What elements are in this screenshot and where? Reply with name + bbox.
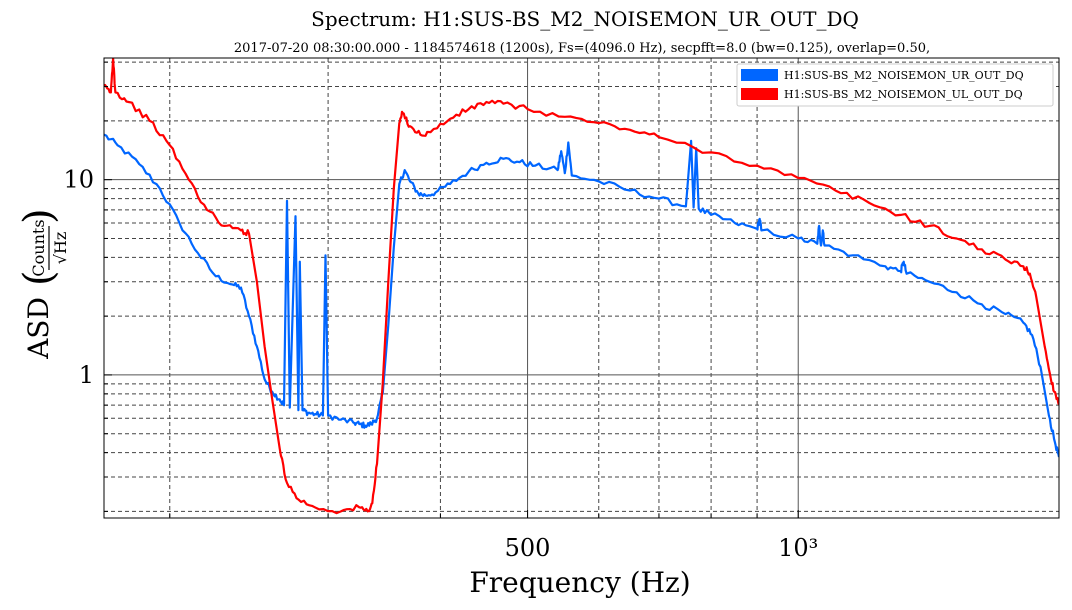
x-tick-label-1: 10³: [778, 534, 818, 562]
y-axis-label-denominator: √Hz: [51, 232, 70, 265]
legend-swatch-ul: [741, 88, 778, 100]
axis-tick-labels: 500 10³ 1 10: [63, 166, 818, 562]
axis-ticks: [104, 61, 799, 518]
legend-label-ul: H1:SUS-BS_M2_NOISEMON_UL_OUT_DQ: [784, 88, 1023, 101]
plot-background: [104, 58, 1059, 518]
legend-swatch-ur: [741, 69, 778, 81]
legend: H1:SUS-BS_M2_NOISEMON_UR_OUT_DQ H1:SUS-B…: [736, 63, 1054, 107]
series-line-1: [104, 58, 1059, 515]
y-tick-label-1: 10: [63, 166, 94, 194]
y-axis-right-paren: ): [16, 208, 62, 224]
legend-box: [736, 63, 1054, 107]
y-axis-label: ASD ( Counts √Hz ): [16, 208, 70, 360]
y-axis-left-paren: (: [16, 270, 62, 286]
chart-subtitle: 2017-07-20 08:30:00.000 - 1184574618 (12…: [234, 41, 930, 56]
grid-minor: [104, 58, 1059, 518]
series-layer: [104, 58, 1059, 515]
x-axis-label: Frequency (Hz): [469, 566, 690, 599]
legend-label-ur: H1:SUS-BS_M2_NOISEMON_UR_OUT_DQ: [784, 69, 1024, 82]
plot-frame: [103, 57, 1060, 519]
y-tick-label-0: 1: [79, 361, 94, 389]
x-tick-label-0: 500: [505, 534, 551, 562]
y-axis-label-prefix: ASD: [22, 297, 55, 360]
y-axis-label-numerator: Counts: [29, 219, 48, 276]
chart-title: Spectrum: H1:SUS-BS_M2_NOISEMON_UR_OUT_D…: [311, 7, 859, 31]
